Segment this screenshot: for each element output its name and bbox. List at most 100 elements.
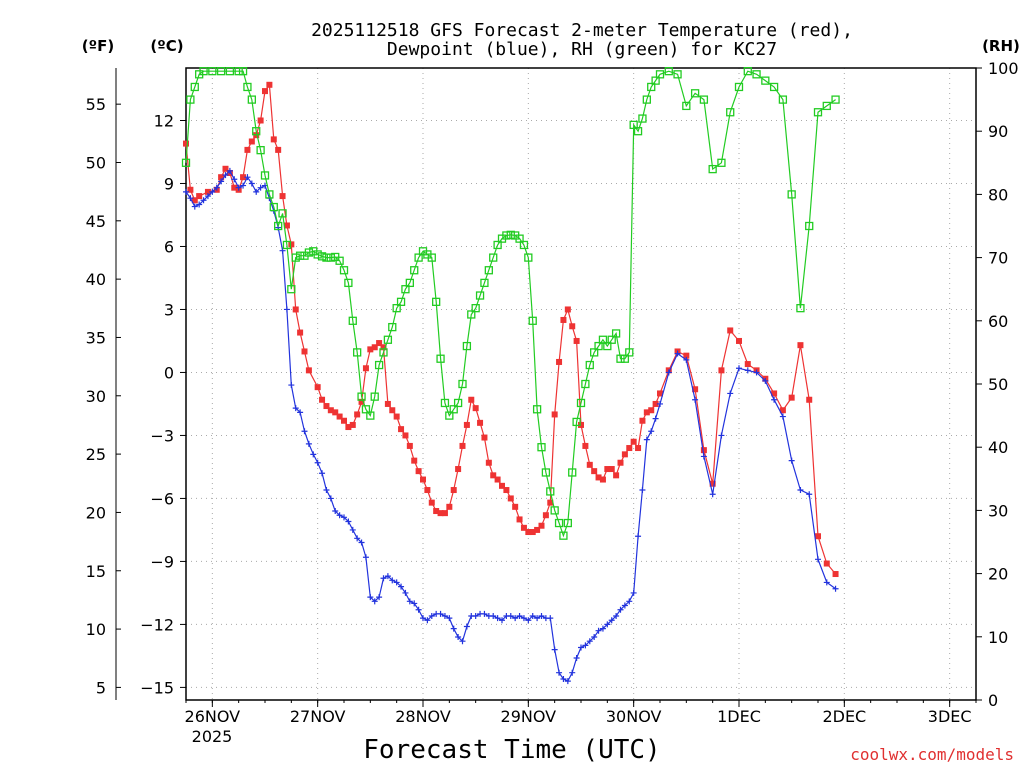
temperature-point [222, 165, 229, 172]
dewpoint-point [420, 615, 426, 622]
temperature-point [727, 327, 734, 334]
dewpoint-point [354, 535, 361, 542]
fahrenheit-tick-label: 5 [96, 678, 106, 697]
dewpoint-point [823, 579, 830, 586]
temperature-point [635, 445, 642, 452]
rh-point [581, 379, 590, 389]
fahrenheit-tick-label: 45 [86, 212, 106, 231]
temperature-point [191, 197, 198, 204]
temperature-point [779, 407, 786, 414]
temperature-point [248, 138, 255, 145]
rh-point [655, 70, 665, 79]
temperature-point [275, 146, 282, 153]
temperature-point [630, 438, 637, 445]
temperature-point [564, 306, 571, 313]
temperature-point [551, 411, 558, 418]
dewpoint-point [788, 457, 795, 464]
rh-point [616, 354, 625, 363]
rh-point [317, 252, 327, 261]
dewpoint-point [367, 594, 374, 601]
rh-point [778, 95, 788, 104]
rh-point [344, 278, 353, 288]
temperature-point [420, 476, 426, 483]
temperature-point [771, 390, 778, 397]
rh-point [225, 67, 235, 76]
dewpoint-point [643, 436, 650, 443]
temperature-point [547, 499, 554, 506]
dewpoint-point [196, 201, 203, 208]
celsius-tick-label: −9 [150, 552, 174, 571]
x-tick-label-30nov: 30NOV [606, 707, 662, 726]
dewpoint-point [832, 585, 839, 592]
dewpoint-point [806, 491, 813, 498]
dewpoint-point [564, 678, 571, 685]
temperature-point [507, 495, 514, 502]
temperature-point [657, 390, 663, 397]
x-tick-label-28nov: 28NOV [395, 707, 451, 726]
temperature-point [240, 174, 247, 181]
rh-point [370, 392, 379, 401]
dewpoint-point [253, 188, 260, 195]
rh-point [787, 190, 796, 199]
rh-point [366, 411, 375, 420]
dewpoint-point [599, 625, 606, 632]
temperature-point [613, 472, 620, 479]
rh-point [598, 335, 608, 344]
temperature-point [262, 88, 268, 95]
rh-point [831, 95, 840, 104]
rh-point [427, 253, 436, 262]
dewpoint-point [608, 617, 615, 624]
temperature-point [815, 533, 821, 540]
dewpoint-point [283, 306, 290, 313]
rh-point [625, 348, 634, 357]
rh-point [524, 253, 533, 262]
temperature-point [305, 367, 312, 374]
temperature-point [393, 413, 400, 420]
dewpoint-point [494, 615, 501, 622]
dewpoint-point [490, 613, 497, 620]
temperature-point [244, 146, 251, 153]
rh-point [313, 250, 322, 259]
dewpoint-point [213, 184, 220, 191]
dewpoint-point [222, 172, 229, 179]
temperature-point [736, 337, 742, 344]
dewpoint-point [319, 470, 326, 477]
dewpoint-point [652, 415, 659, 422]
rh-point [449, 405, 458, 414]
dewpoint-point [380, 575, 387, 582]
rh-point [265, 190, 274, 199]
temperature-point [218, 174, 225, 181]
rh-tick-label: 40 [988, 438, 1008, 457]
x-tick-label-1dec: 1DEC [717, 707, 761, 726]
rh-point [673, 70, 682, 79]
temperature-point [398, 426, 405, 433]
dewpoint-point [204, 193, 211, 200]
dewpoint-point [341, 514, 347, 521]
temperature-point [301, 348, 308, 355]
rh-point [432, 297, 441, 306]
dewpoint-point [674, 350, 681, 357]
rh-point [388, 322, 397, 332]
dewpoint-point [499, 617, 505, 624]
rh-point [322, 253, 331, 262]
temperature-point [437, 510, 444, 517]
rh-point [326, 253, 335, 262]
temperature-point [433, 508, 440, 515]
temperature-point [354, 411, 361, 418]
rh-point [238, 67, 248, 76]
rh-point [607, 335, 616, 344]
fahrenheit-tick-label: 25 [86, 445, 106, 464]
rh-point [493, 240, 502, 250]
rh-point [594, 341, 603, 351]
rh-point [471, 304, 480, 313]
dewpoint-point [459, 638, 466, 645]
rh-point [726, 108, 735, 117]
dewpoint-point [463, 623, 470, 630]
rh-point [353, 348, 362, 357]
rh-point [475, 291, 485, 300]
fahrenheit-tick-label: 15 [86, 562, 106, 581]
rh-point [682, 101, 691, 111]
temperature-point [472, 405, 479, 412]
rh-point [405, 278, 414, 288]
rh-point [335, 256, 344, 265]
